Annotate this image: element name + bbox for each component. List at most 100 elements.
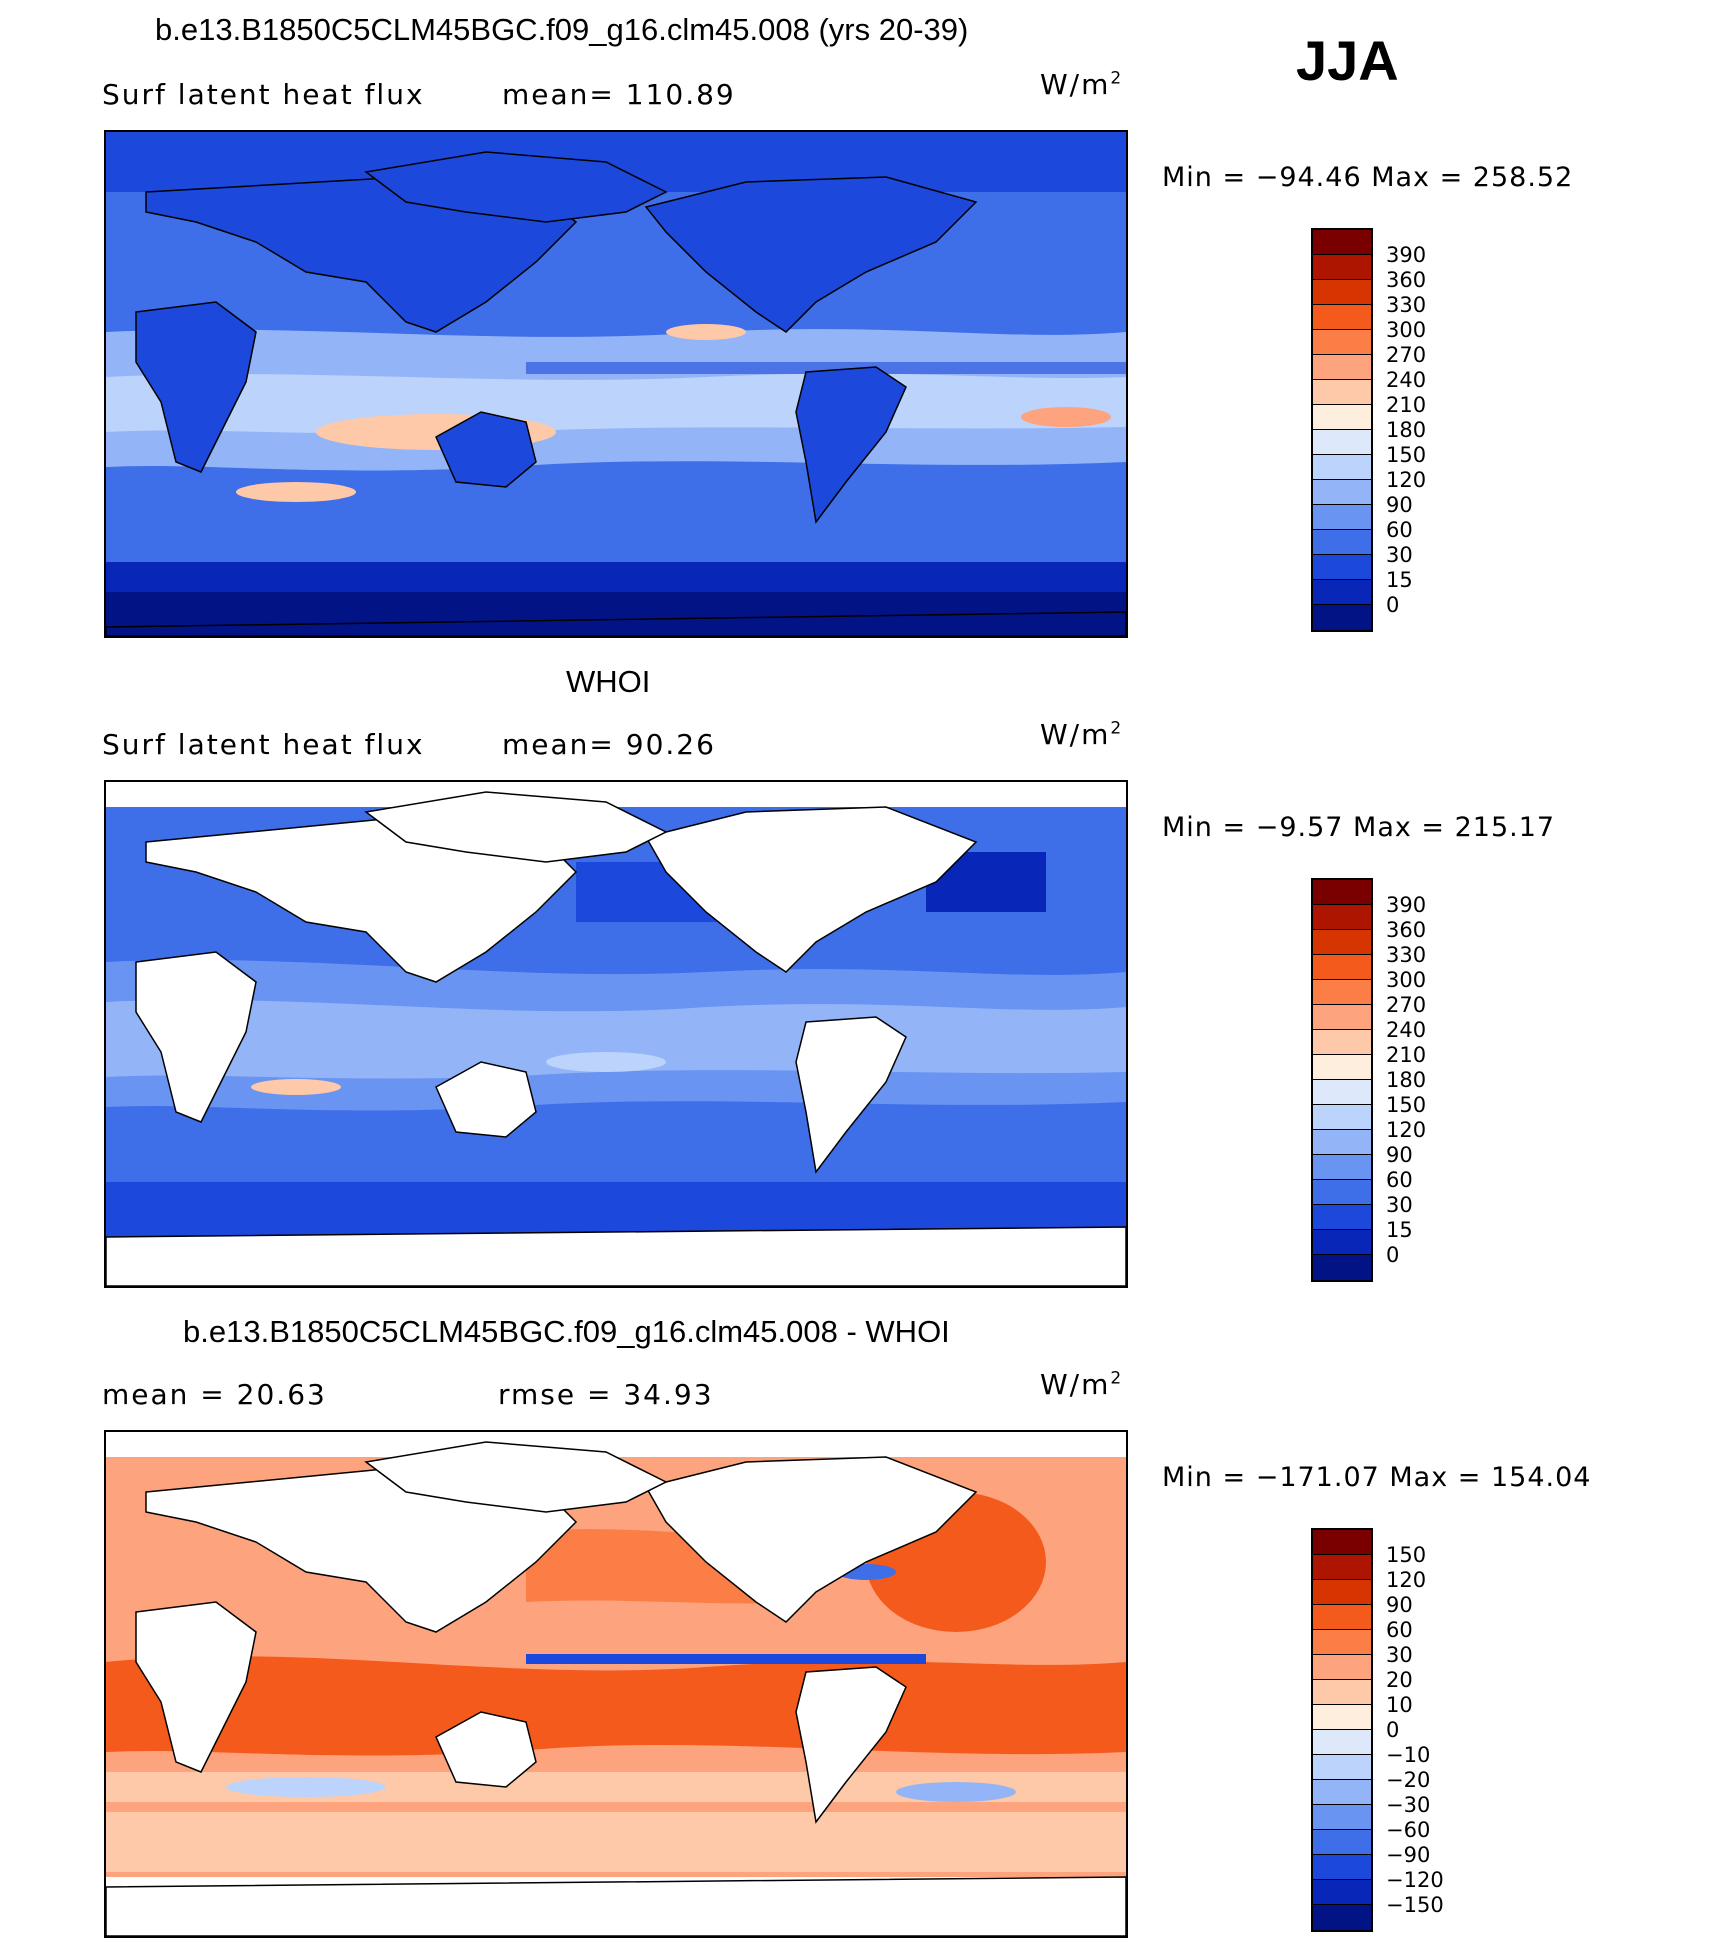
colorbar-box (1313, 1630, 1371, 1655)
colorbar-tick-label: −60 (1386, 1818, 1431, 1842)
colorbar-tick-label: 15 (1386, 1218, 1413, 1242)
colorbar-tick-label: 150 (1386, 1543, 1427, 1567)
colorbar-tick-label: 90 (1386, 1593, 1413, 1617)
colorbar-tick-label: 150 (1386, 1093, 1427, 1117)
colorbar-tick-label: −10 (1386, 1743, 1431, 1767)
colorbar-box (1313, 555, 1371, 580)
colorbar-tick-label: 60 (1386, 1168, 1413, 1192)
colorbar-tick-label: 0 (1386, 1718, 1400, 1742)
colorbar-box (1313, 280, 1371, 305)
colorbar-box (1313, 1830, 1371, 1855)
colorbar-tick-label: 270 (1386, 993, 1427, 1017)
colorbar-tick-label: −120 (1386, 1868, 1444, 1892)
colorbar-box (1313, 1780, 1371, 1805)
colorbar-tick-label: 0 (1386, 1243, 1400, 1267)
panel2-variable-label: Surf latent heat flux (102, 728, 425, 761)
colorbar-box (1313, 1655, 1371, 1680)
colorbar-box (1313, 1580, 1371, 1605)
panel1-minmax: Min = −94.46 Max = 258.52 (1162, 162, 1574, 193)
colorbar-box (1313, 330, 1371, 355)
panel2-map (104, 780, 1128, 1288)
colorbar-tick-label: 240 (1386, 368, 1427, 392)
colorbar-box (1313, 980, 1371, 1005)
colorbar-box (1313, 1880, 1371, 1905)
colorbar-tick-label: 30 (1386, 1643, 1413, 1667)
colorbar-tick-label: 210 (1386, 393, 1427, 417)
colorbar-box (1313, 930, 1371, 955)
colorbar-box (1313, 405, 1371, 430)
colorbar-box (1313, 1555, 1371, 1580)
colorbar-box (1313, 380, 1371, 405)
colorbar-tick-label: 20 (1386, 1668, 1413, 1692)
colorbar-box (1313, 505, 1371, 530)
panel2-colorbar (1311, 878, 1373, 1282)
colorbar-tick-label: −150 (1386, 1893, 1444, 1917)
colorbar-box (1313, 1080, 1371, 1105)
colorbar-box (1313, 955, 1371, 980)
colorbar-tick-label: 270 (1386, 343, 1427, 367)
colorbar-box (1313, 1855, 1371, 1880)
colorbar-box (1313, 1005, 1371, 1030)
panel1-colorbar (1311, 228, 1373, 632)
colorbar-tick-label: 360 (1386, 918, 1427, 942)
colorbar-box (1313, 1155, 1371, 1180)
colorbar-tick-label: 360 (1386, 268, 1427, 292)
colorbar-box (1313, 1730, 1371, 1755)
colorbar-box (1313, 430, 1371, 455)
colorbar-tick-label: 150 (1386, 443, 1427, 467)
colorbar-box (1313, 605, 1371, 630)
season-label: JJA (1296, 29, 1399, 92)
colorbar-box (1313, 1530, 1371, 1555)
panel3-units: W/m2 (1040, 1368, 1124, 1401)
colorbar-box (1313, 905, 1371, 930)
colorbar-tick-label: −30 (1386, 1793, 1431, 1817)
colorbar-box (1313, 1905, 1371, 1930)
colorbar-tick-label: 120 (1386, 468, 1427, 492)
colorbar-tick-label: 180 (1386, 418, 1427, 442)
panel1-map (104, 130, 1128, 638)
panel2-units: W/m2 (1040, 718, 1124, 751)
colorbar-tick-label: 120 (1386, 1118, 1427, 1142)
panel2-minmax: Min = −9.57 Max = 215.17 (1162, 812, 1556, 843)
colorbar-box (1313, 1255, 1371, 1280)
panel1-title: b.e13.B1850C5CLM45BGC.f09_g16.clm45.008 … (155, 12, 969, 47)
colorbar-box (1313, 580, 1371, 605)
colorbar-box (1313, 455, 1371, 480)
panel3-mean-label: mean = 20.63 (102, 1378, 327, 1411)
colorbar-box (1313, 1205, 1371, 1230)
colorbar-tick-label: 330 (1386, 293, 1427, 317)
colorbar-tick-label: 30 (1386, 543, 1413, 567)
colorbar-tick-label: −20 (1386, 1768, 1431, 1792)
colorbar-box (1313, 255, 1371, 280)
colorbar-box (1313, 1130, 1371, 1155)
colorbar-tick-label: 90 (1386, 493, 1413, 517)
panel3-rmse-label: rmse = 34.93 (498, 1378, 714, 1411)
colorbar-box (1313, 1105, 1371, 1130)
colorbar-tick-label: 300 (1386, 318, 1427, 342)
colorbar-box (1313, 1055, 1371, 1080)
panel3-map (104, 1430, 1128, 1938)
colorbar-tick-label: 180 (1386, 1068, 1427, 1092)
panel3-minmax: Min = −171.07 Max = 154.04 (1162, 1462, 1592, 1493)
colorbar-tick-label: 240 (1386, 1018, 1427, 1042)
panel3-colorbar (1311, 1528, 1373, 1932)
colorbar-tick-label: 120 (1386, 1568, 1427, 1592)
panel1-mean-label: mean= 110.89 (502, 78, 736, 111)
colorbar-box (1313, 1180, 1371, 1205)
colorbar-tick-label: 300 (1386, 968, 1427, 992)
colorbar-box (1313, 230, 1371, 255)
colorbar-tick-label: 210 (1386, 1043, 1427, 1067)
colorbar-tick-label: 390 (1386, 243, 1427, 267)
panel1-units: W/m2 (1040, 68, 1124, 101)
colorbar-tick-label: 330 (1386, 943, 1427, 967)
colorbar-tick-label: 60 (1386, 1618, 1413, 1642)
colorbar-box (1313, 355, 1371, 380)
colorbar-tick-label: 0 (1386, 593, 1400, 617)
colorbar-box (1313, 1680, 1371, 1705)
colorbar-box (1313, 1230, 1371, 1255)
colorbar-tick-label: 30 (1386, 1193, 1413, 1217)
colorbar-box (1313, 1705, 1371, 1730)
colorbar-box (1313, 1805, 1371, 1830)
colorbar-tick-label: 390 (1386, 893, 1427, 917)
colorbar-box (1313, 1755, 1371, 1780)
